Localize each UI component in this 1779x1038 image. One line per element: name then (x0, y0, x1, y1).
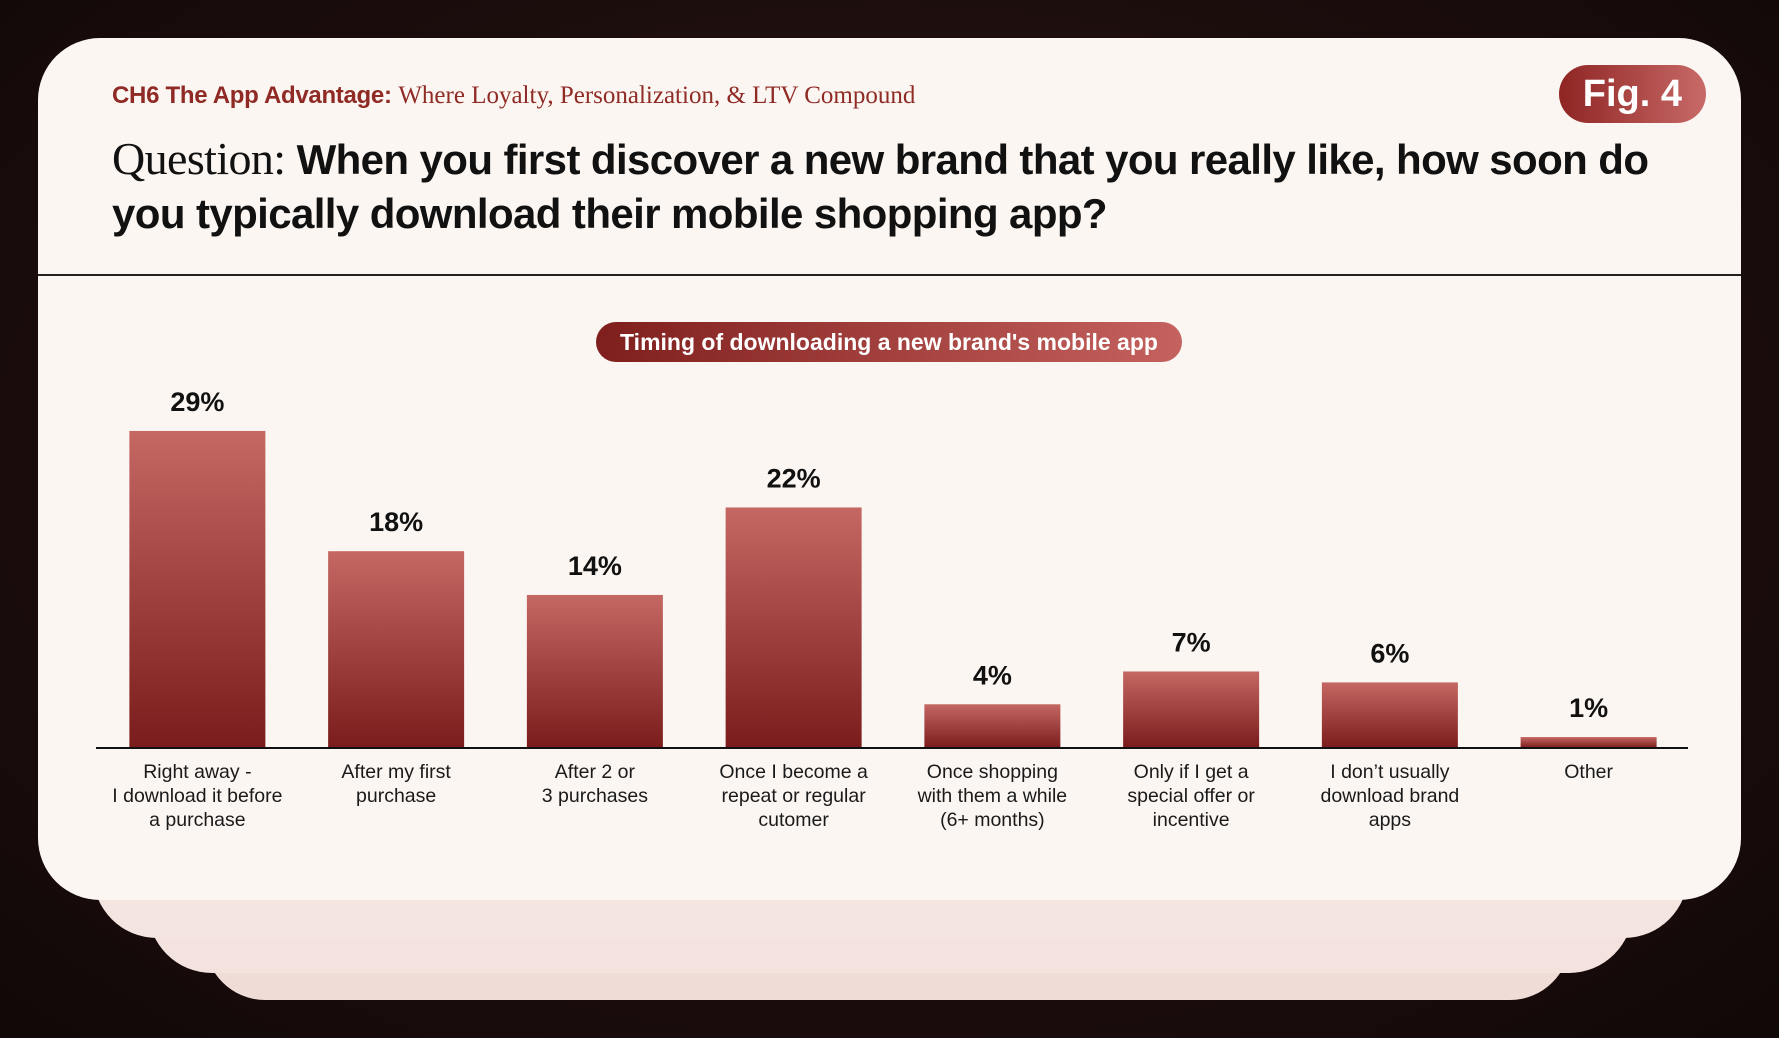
chapter-title: Where Loyalty, Personalization, & LTV Co… (398, 82, 916, 109)
bar-6 (1123, 671, 1260, 748)
bar-2 (328, 551, 465, 748)
bar-4 (725, 507, 862, 748)
chapter-code: CH6 The App Advantage: (112, 82, 392, 109)
category-label-8: Other (1564, 761, 1613, 783)
value-label-5: 4% (973, 660, 1012, 690)
figure-card: CH6 The App Advantage: Where Loyalty, Pe… (38, 38, 1741, 900)
bar-chart: 29% 18% 14% 22% 4% 7% 6% 1% Right away -I downl… (96, 387, 1688, 831)
header-divider (38, 274, 1741, 276)
category-label-5: Once shopping with them a while (6+ months… (917, 761, 1068, 831)
figure-badge: Fig. 4 (1558, 65, 1706, 123)
category-label-7: I don’t usually download brand apps (1320, 761, 1459, 831)
value-label-1: 29% (170, 387, 224, 417)
question-heading: Question: When you first discover a new … (112, 132, 1712, 241)
category-label-2: After my first purchase (341, 761, 451, 807)
bar-7 (1321, 682, 1458, 748)
chart-title: Timing of downloading a new brand's mobi… (596, 322, 1182, 362)
value-label-8: 1% (1569, 693, 1608, 723)
bar-group: 29% 18% 14% 22% 4% 7% 6% 1% (129, 387, 1657, 748)
bar-5 (924, 704, 1061, 748)
category-label-3: After 2 or 3 purchases (542, 761, 648, 807)
question-text: When you first discover a new brand that… (112, 136, 1649, 237)
bar-1 (129, 430, 266, 748)
value-label-4: 22% (767, 463, 821, 493)
value-label-3: 14% (568, 551, 622, 581)
value-label-7: 6% (1370, 638, 1409, 668)
value-label-6: 7% (1172, 627, 1211, 657)
bar-3 (526, 594, 663, 748)
value-label-2: 18% (369, 507, 423, 537)
category-label-6: Only if I get a special offer or incentive (1127, 761, 1255, 831)
chapter-heading: CH6 The App Advantage: Where Loyalty, Pe… (112, 82, 915, 110)
bar-8 (1520, 737, 1657, 748)
question-label: Question: (112, 133, 286, 184)
category-label-1: Right away -I download it before a purcha… (112, 761, 282, 831)
category-labels: Right away -I download it before a purcha… (112, 761, 1613, 831)
category-label-4: Once I become a repeat or regular cutomer (719, 761, 868, 831)
